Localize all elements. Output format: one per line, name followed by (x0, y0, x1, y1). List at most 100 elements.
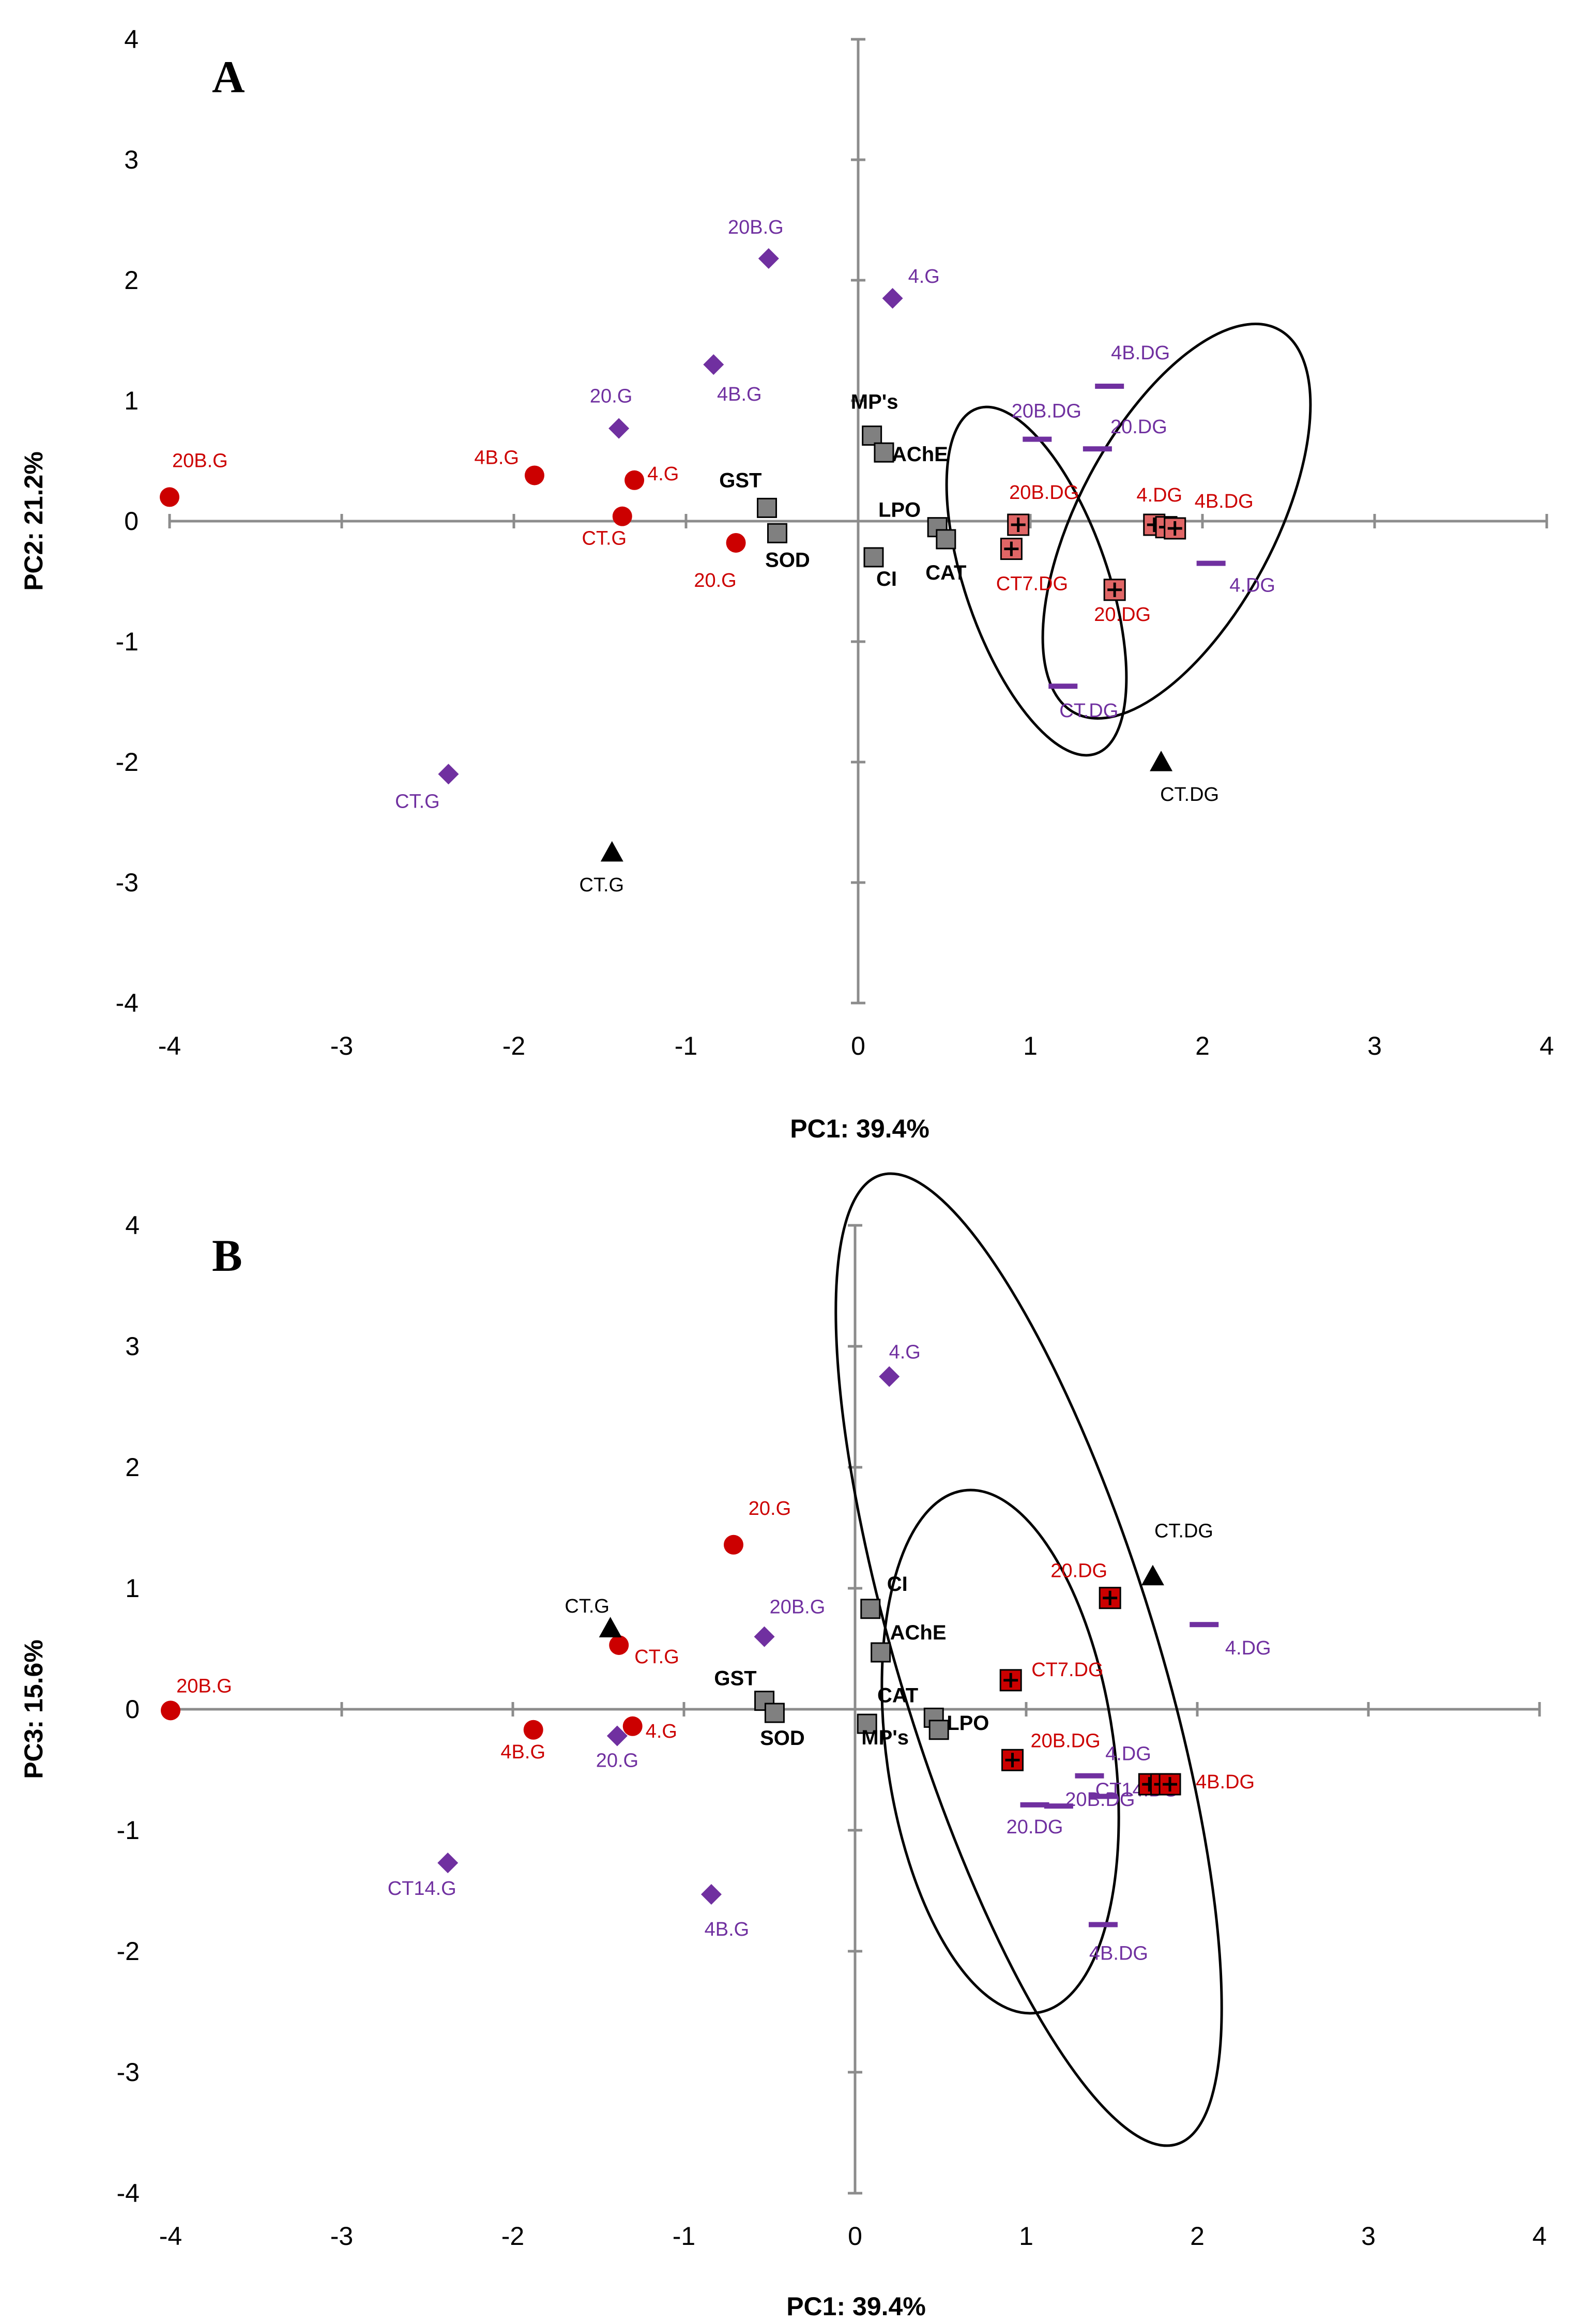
panel-a-point-label: CT.G (580, 874, 624, 896)
panel-b-variable-label: CAT (877, 1684, 918, 1707)
panel-a-point-triangle (1150, 751, 1173, 771)
panel-a-point-plusbox (1103, 579, 1126, 601)
panel-a: A -4 -3 -2 -1 0 1 2 3 4 -4 -3 -2 -1 0 1 2 3 4 20B.G 4B.G 4.… (19, 25, 1554, 1143)
panel-b-y-tick-label: -3 (117, 2058, 140, 2087)
panel-a-y-axis-title: PC2: 21.2% (19, 451, 48, 591)
panel-b-point-label: 20B.G (770, 1597, 826, 1618)
panel-b-point-dash (1075, 1773, 1104, 1779)
panel-a-point-label: 4B.DG (1111, 342, 1170, 364)
panel-b-x-tick-label: 2 (1190, 2222, 1205, 2251)
panel-a-point-square (862, 426, 882, 446)
panel-a-point-circle (726, 533, 746, 553)
panel-a-point-label: CT.G (582, 528, 627, 550)
panel-a-x-tick-label: 3 (1367, 1031, 1382, 1060)
panel-b-point-dash (1044, 1803, 1073, 1809)
panel-a-point-diamond (703, 354, 724, 375)
panel-a-point-label: 4.DG (1136, 484, 1182, 506)
panel-a-y-tick-label: 2 (124, 266, 139, 295)
panel-b-point-diamond (437, 1852, 459, 1874)
panel-b-point-diamond (606, 1725, 628, 1746)
panel-b-y-tick-label: 0 (125, 1695, 140, 1724)
panel-a-point-triangle (600, 841, 623, 862)
panel-a-point-circle (624, 470, 645, 490)
panel-b-y-tick-label: -4 (117, 2179, 140, 2208)
panel-b-point-circle (609, 1635, 629, 1655)
panel-b-point-label: 20B.DG (1065, 1789, 1135, 1811)
panel-b-y-tick-label: 3 (125, 1332, 140, 1361)
panel-b-point-square (754, 1691, 775, 1711)
panel-b-variable-label: MP's (861, 1726, 909, 1749)
panel-a-point-label: 4.DG (1229, 575, 1275, 597)
panel-b-point-triangle (1141, 1564, 1164, 1586)
panel-b-point-label: 4B.DG (1196, 1771, 1255, 1793)
panel-a-x-tick-label: -2 (502, 1031, 525, 1060)
panel-a-point-label: CT.DG (1059, 700, 1118, 722)
panel-a-point-label: 4B.G (717, 384, 762, 405)
panel-b-point-square (764, 1703, 785, 1723)
panel-a-point-label: 20.DG (1094, 604, 1151, 626)
panel-a-ellipses (945, 323, 1312, 757)
panel-a-variable-label: SOD (765, 549, 810, 571)
panel-b-points: 20B.G 20.G CT.G 4B.G 4.G 4.G 20B.G 20.G CT14.G 4B… (161, 1342, 1271, 1965)
panel-a-point-square (757, 497, 778, 518)
panel-a-variable-label: CAT (925, 561, 966, 584)
panel-b-point-diamond (700, 1884, 722, 1905)
panel-a-y-tick-label: -3 (116, 868, 139, 897)
panel-a-point-label: CT.DG (1160, 784, 1219, 806)
panel-a-point-label: 4B.G (474, 447, 519, 468)
panel-b-x-tick-label: -4 (159, 2222, 182, 2251)
panel-b-variable-label: LPO (947, 1712, 989, 1735)
panel-b-point-dash (1190, 1622, 1219, 1628)
panel-a-y-tick-label: -4 (116, 989, 139, 1017)
panel-b-point-label: 4.G (889, 1342, 921, 1363)
panel-b-x-tick-label: -1 (673, 2222, 695, 2251)
panel-a-point-label: 20B.G (728, 217, 784, 238)
panel-b-point-label: 4.DG (1225, 1637, 1271, 1659)
panel-a-variable-label: CI (876, 568, 897, 590)
panel-a-point-diamond (608, 418, 630, 439)
panel-a-point-dash (1095, 384, 1124, 389)
panel-b-x-tick-label: 1 (1019, 2222, 1033, 2251)
panel-a-point-dash (1196, 560, 1226, 566)
panel-a-point-square (936, 529, 956, 550)
panel-b-x-tick-label: -2 (501, 2222, 524, 2251)
panel-a-variable-label: MP's (851, 391, 898, 414)
panel-a-point-label: 20.G (590, 386, 632, 407)
panel-a-point-circle (524, 465, 544, 485)
panel-b-point-label: CT.G (634, 1646, 679, 1668)
panel-a-x-tick-label: 4 (1540, 1031, 1554, 1060)
panel-a-point-label: CT.G (395, 791, 440, 812)
panel-b-point-label: CT.DG (1154, 1521, 1213, 1542)
panel-b-point-circle (723, 1535, 743, 1555)
panel-b-point-label: CT7.DG (1031, 1659, 1103, 1681)
panel-b-y-tick-label: -2 (117, 1937, 140, 1966)
panel-b-y-tick-label: -1 (117, 1816, 140, 1845)
panel-a-point-plusbox (1164, 517, 1186, 540)
panel-a-point-diamond (882, 287, 903, 309)
panel-a-point-label: 20B.G (172, 450, 228, 472)
panel-a-y-tick-label: 3 (124, 145, 139, 174)
panel-b-point-label: 20.G (596, 1750, 638, 1771)
panel-b-point-plusbox (1099, 1587, 1121, 1609)
panel-b-variable-label: GST (714, 1667, 756, 1690)
panel-b-point-label: 20.DG (1007, 1816, 1063, 1838)
panel-b-point-dash (1088, 1794, 1118, 1799)
panel-b-y-tick-label: 4 (125, 1211, 140, 1240)
panel-a-x-tick-label: -4 (158, 1031, 181, 1060)
panel-a-point-label: 20.DG (1110, 416, 1167, 438)
panel-b-point-label: 4B.G (500, 1741, 545, 1763)
panel-b-point-square (928, 1720, 949, 1740)
panel-b-x-tick-label: 4 (1532, 2222, 1547, 2251)
panel-a-point-diamond (438, 764, 459, 785)
panel-b: B -4 -3 -2 -1 0 1 2 3 4 -4 -3 -2 -1 0 1 2 3 4 20B.G 20.G CT… (19, 1172, 1547, 2321)
panel-b-point-label: 4.G (646, 1721, 677, 1742)
panel-a-point-label: 20.G (694, 570, 736, 591)
panel-b-point-plusbox (999, 1669, 1022, 1692)
panel-b-grid: -4 -3 -2 -1 0 1 2 3 4 -4 -3 -2 -1 0 1 2 3 4 (117, 1211, 1547, 2251)
panel-a-x-axis-title: PC1: 39.4% (790, 1114, 929, 1143)
panel-a-points: 20B.G 4B.G 4.G CT.G 20.G 20B.G 4.G 4B.G 20.G CT.G… (160, 217, 1275, 896)
panel-b-point-label: 4B.G (705, 1919, 750, 1940)
panel-a-point-circle (160, 487, 179, 507)
panel-a-point-square (863, 547, 884, 568)
